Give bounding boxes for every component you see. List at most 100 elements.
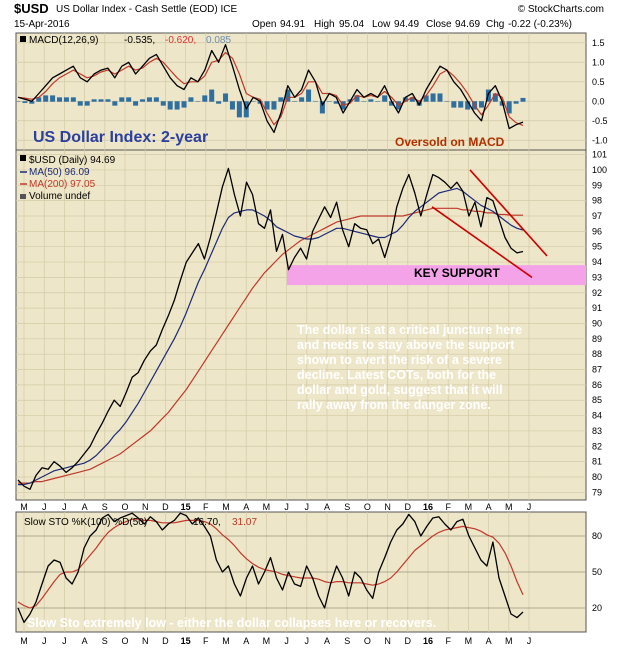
y-tick-label: 80 bbox=[592, 472, 602, 482]
x-tick-label: M bbox=[222, 502, 230, 512]
price-legend: $USD (Daily) 94.69 MA(50) 96.09 MA(200) … bbox=[20, 155, 116, 202]
key-support-band bbox=[287, 265, 586, 286]
y-tick-label: 98 bbox=[592, 196, 602, 206]
macd-histogram-bar bbox=[478, 101, 484, 108]
sto-annotation: Slow Sto extremely low - either the doll… bbox=[27, 616, 436, 630]
macd-histogram-bar bbox=[278, 97, 284, 102]
downtrend-upper-line bbox=[469, 169, 548, 257]
macd-histogram-bar bbox=[285, 89, 291, 102]
macd-histogram-bar bbox=[375, 101, 381, 102]
macd-histogram-bar bbox=[423, 95, 429, 102]
chart-title-annotation: US Dollar Index: 2-year bbox=[33, 129, 208, 146]
macd-histogram-bar bbox=[389, 101, 395, 106]
macd-legend-hist: 0.085 bbox=[206, 35, 231, 46]
ma50-line bbox=[18, 187, 524, 486]
price-legend-volume: Volume undef bbox=[29, 191, 90, 202]
x-tick-label: N bbox=[384, 636, 391, 646]
x-tick-label: J bbox=[527, 636, 532, 646]
macd-histogram-bar bbox=[63, 97, 69, 102]
x-tick-label: S bbox=[344, 502, 350, 512]
x-tick-label: 15 bbox=[181, 636, 191, 646]
y-tick-label: 0.5 bbox=[592, 77, 605, 87]
y-tick-label: 80 bbox=[592, 531, 602, 541]
x-tick-label: N bbox=[142, 502, 149, 512]
y-tick-label: 99 bbox=[592, 180, 602, 190]
y-tick-label: 83 bbox=[592, 426, 602, 436]
macd-line bbox=[17, 44, 524, 134]
macd-histogram-bar bbox=[520, 97, 526, 102]
x-tick-label: N bbox=[384, 502, 391, 512]
x-tick-label: F bbox=[203, 636, 209, 646]
macd-histogram-bar bbox=[202, 95, 208, 102]
commentary-line-6: rally away from the danger zone. bbox=[297, 398, 491, 412]
macd-histogram-bar bbox=[22, 101, 28, 103]
y-tick-label: 97 bbox=[592, 211, 602, 221]
x-tick-label: J bbox=[284, 502, 289, 512]
x-tick-label: F bbox=[203, 502, 209, 512]
macd-histogram-bar bbox=[209, 89, 215, 102]
ohlc-readout: Open 94.91 High 95.04 Low 94.49 Close 94… bbox=[252, 19, 572, 30]
macd-histogram-bar bbox=[299, 97, 305, 102]
x-tick-label: J bbox=[62, 636, 67, 646]
downtrend-lower-line bbox=[431, 206, 533, 279]
x-tick-label: F bbox=[445, 636, 451, 646]
x-tick-label: J bbox=[527, 502, 532, 512]
macd-histogram-bar bbox=[146, 97, 152, 102]
y-tick-label: 101 bbox=[592, 150, 607, 160]
sto-legend: Slow STO %K(100) %D(50) 16.70, 31.07 bbox=[24, 517, 257, 528]
x-tick-label: M bbox=[505, 636, 513, 646]
low-label: Low bbox=[372, 19, 391, 30]
macd-histogram-bar bbox=[91, 99, 97, 102]
macd-legend: MACD(12,26,9) -0.535, -0.620, 0.085 bbox=[20, 35, 231, 46]
x-tick-label: A bbox=[324, 502, 330, 512]
y-tick-label: 100 bbox=[592, 165, 607, 175]
macd-histogram-bar bbox=[361, 101, 367, 102]
macd-legend-signal: -0.620, bbox=[165, 35, 196, 46]
high-label: High bbox=[314, 19, 335, 30]
macd-histogram-bar bbox=[105, 99, 111, 102]
macd-histogram-bar bbox=[333, 101, 339, 104]
commentary-line-3: shown to avert the risk of a severe bbox=[297, 353, 502, 367]
x-tick-label: J bbox=[62, 502, 67, 512]
macd-histogram-bar bbox=[229, 101, 235, 110]
macd-histogram-bar bbox=[465, 101, 471, 110]
macd-histogram-bar bbox=[77, 101, 83, 106]
x-tick-label: O bbox=[364, 502, 371, 512]
x-tick-label: D bbox=[405, 502, 412, 512]
y-tick-label: -0.5 bbox=[592, 116, 608, 126]
y-tick-label: 85 bbox=[592, 395, 602, 405]
macd-histogram-bar bbox=[133, 101, 139, 106]
macd-annotation: Oversold on MACD bbox=[395, 135, 505, 149]
sto-legend-name: Slow STO %K(100) %D(50) bbox=[24, 517, 147, 528]
x-tick-label: M bbox=[20, 502, 28, 512]
macd-histogram-bar bbox=[506, 101, 512, 114]
macd-histogram-bar bbox=[382, 95, 388, 102]
macd-histogram-bar bbox=[29, 101, 35, 104]
close-value: 94.69 bbox=[455, 19, 480, 30]
x-tick-label: 16 bbox=[423, 636, 433, 646]
macd-histogram-bar bbox=[458, 101, 464, 108]
x-tick-label: A bbox=[324, 636, 330, 646]
price-panel bbox=[15, 149, 587, 501]
macd-histogram-bar bbox=[15, 101, 21, 102]
macd-histogram-bar bbox=[306, 89, 312, 102]
y-tick-label: 82 bbox=[592, 441, 602, 451]
macd-histogram-bar bbox=[368, 99, 374, 102]
y-tick-label: 81 bbox=[592, 457, 602, 467]
sto-legend-d: 31.07 bbox=[232, 517, 257, 528]
macd-histogram-bar bbox=[437, 93, 443, 102]
macd-histogram-bar bbox=[430, 93, 436, 102]
macd-histogram-bar bbox=[319, 101, 325, 114]
macd-histogram-bar bbox=[402, 97, 408, 102]
x-tick-label: A bbox=[82, 502, 88, 512]
x-tick-label: M bbox=[465, 636, 473, 646]
x-tick-label: D bbox=[405, 636, 412, 646]
x-tick-label: A bbox=[82, 636, 88, 646]
x-tick-label: J bbox=[284, 636, 289, 646]
x-tick-label: M bbox=[505, 502, 513, 512]
x-tick-label: O bbox=[121, 636, 128, 646]
commentary-line-5: dollar and gold, suggest that it will bbox=[297, 383, 503, 397]
price-legend-ma50: MA(50) 96.09 bbox=[29, 167, 90, 178]
high-value: 95.04 bbox=[339, 19, 364, 30]
